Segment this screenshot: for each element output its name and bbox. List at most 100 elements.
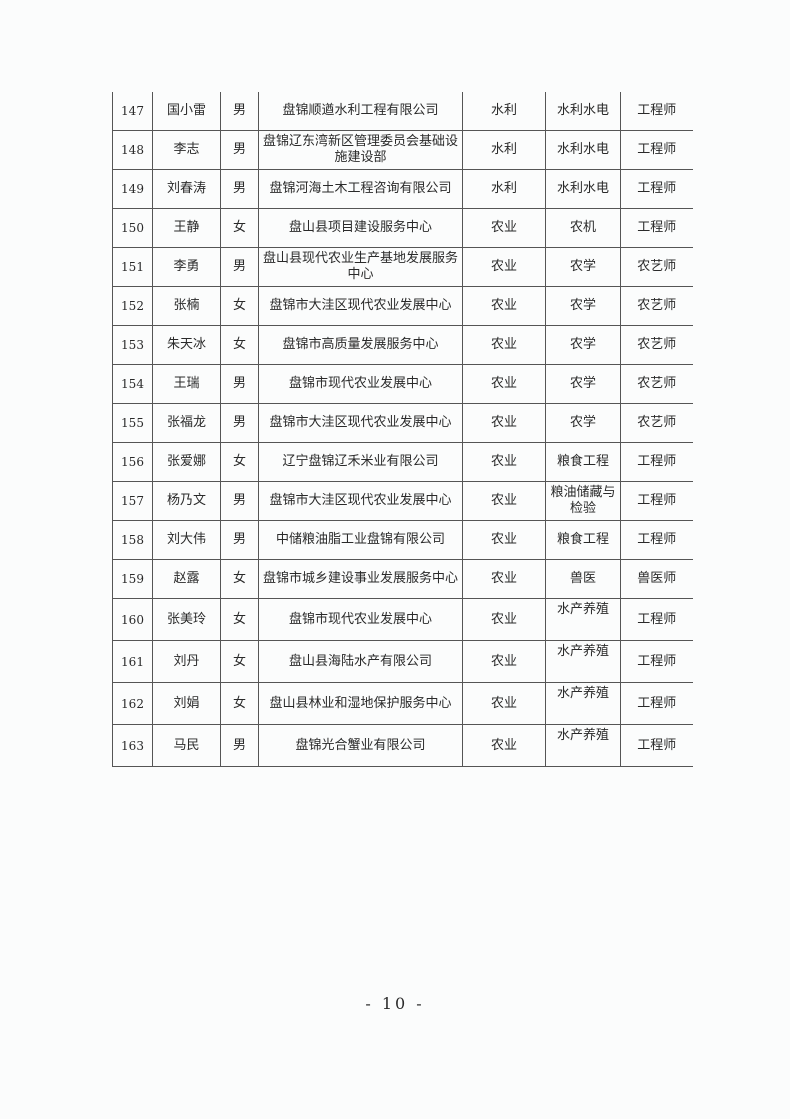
field-cell: 农业 [462,559,546,599]
gender-cell: 女 [220,640,259,683]
table-row: 156 张爱娜女辽宁盘锦辽禾米业有限公司 农业 粮食工程 工程师 [112,442,693,482]
employer-cell: 盘锦市大洼区现代农业发展中心 [258,286,463,326]
title-cell: 兽医师 [620,559,693,599]
row-number-cell: 149 [112,169,153,209]
row-number-cell: 162 [112,682,153,725]
specialty-cell: 农学 [545,286,621,326]
specialty-cell: 粮食工程 [545,520,621,560]
field-cell: 农业 [462,598,546,641]
employer-cell: 盘锦市大洼区现代农业发展中心 [258,481,463,521]
table-row: 163 马民男盘锦光合蟹业有限公司 农业 水产养殖 工程师 [112,724,693,767]
employer-cell: 盘锦市高质量发展服务中心 [258,325,463,365]
table-row: 161 刘丹女盘山县海陆水产有限公司 农业 水产养殖 工程师 [112,640,693,683]
specialty-cell: 水产养殖 [545,724,621,767]
person-name-cell: 刘春涛 [152,169,221,209]
gender-cell: 女 [220,286,259,326]
table-row: 160 张美玲女盘锦市现代农业发展中心 农业 水产养殖 工程师 [112,598,693,641]
title-cell: 农艺师 [620,247,693,287]
row-number-cell: 147 [112,92,153,131]
specialty-cell: 水利水电 [545,92,621,131]
specialty-cell: 兽医 [545,559,621,599]
specialty-cell: 水产养殖 [545,640,621,683]
employer-cell: 盘山县现代农业生产基地发展服务中心 [258,247,463,287]
table-row: 152 张楠女盘锦市大洼区现代农业发展中心 农业 农学 农艺师 [112,286,693,326]
person-name-cell: 刘大伟 [152,520,221,560]
title-cell: 农艺师 [620,286,693,326]
table-row: 157 杨乃文男盘锦市大洼区现代农业发展中心 农业 粮油储藏与检验 工程师 [112,481,693,521]
employer-cell: 盘山县海陆水产有限公司 [258,640,463,683]
person-name-cell: 杨乃文 [152,481,221,521]
row-number-cell: 156 [112,442,153,482]
person-name-cell: 张美玲 [152,598,221,641]
person-name-cell: 李志 [152,130,221,170]
row-number-cell: 159 [112,559,153,599]
title-cell: 工程师 [620,640,693,683]
table-row: 154 王瑞男盘锦市现代农业发展中心 农业 农学 农艺师 [112,364,693,404]
person-name-cell: 朱天冰 [152,325,221,365]
title-cell: 工程师 [620,724,693,767]
field-cell: 农业 [462,247,546,287]
person-name-cell: 刘丹 [152,640,221,683]
gender-cell: 女 [220,559,259,599]
row-number-cell: 163 [112,724,153,767]
row-number-cell: 161 [112,640,153,683]
person-name-cell: 张爱娜 [152,442,221,482]
title-cell: 农艺师 [620,403,693,443]
table-row: 159 赵露女盘锦市城乡建设事业发展服务中心 农业 兽医 兽医师 [112,559,693,599]
employer-cell: 盘锦辽东湾新区管理委员会基础设施建设部 [258,130,463,170]
gender-cell: 男 [220,481,259,521]
field-cell: 农业 [462,682,546,725]
specialty-cell: 水利水电 [545,169,621,209]
table-row: 148 李志男盘锦辽东湾新区管理委员会基础设施建设部 水利 水利水电 工程师 [112,130,693,170]
gender-cell: 男 [220,130,259,170]
specialty-cell: 农学 [545,325,621,365]
person-name-cell: 马民 [152,724,221,767]
gender-cell: 男 [220,364,259,404]
title-cell: 工程师 [620,169,693,209]
gender-cell: 男 [220,169,259,209]
gender-cell: 男 [220,724,259,767]
table-row: 151 李勇男盘山县现代农业生产基地发展服务中心 农业 农学 农艺师 [112,247,693,287]
title-cell: 工程师 [620,92,693,131]
specialty-cell: 农学 [545,403,621,443]
person-name-cell: 赵露 [152,559,221,599]
row-number-cell: 151 [112,247,153,287]
field-cell: 农业 [462,724,546,767]
employer-cell: 盘锦市大洼区现代农业发展中心 [258,403,463,443]
field-cell: 农业 [462,481,546,521]
page-number: - 10 - [365,994,425,1013]
person-name-cell: 张楠 [152,286,221,326]
row-number-cell: 160 [112,598,153,641]
title-cell: 工程师 [620,682,693,725]
personnel-table: 147 国小雷男盘锦顺遒水利工程有限公司 水利 水利水电 工程师 148 李志男盘锦辽东湾新… [112,92,693,767]
field-cell: 农业 [462,403,546,443]
specialty-cell: 水产养殖 [545,598,621,641]
field-cell: 水利 [462,130,546,170]
field-cell: 水利 [462,92,546,131]
gender-cell: 男 [220,247,259,287]
employer-cell: 盘锦河海土木工程咨询有限公司 [258,169,463,209]
field-cell: 农业 [462,208,546,248]
title-cell: 工程师 [620,481,693,521]
table-row: 162 刘娟女盘山县林业和湿地保护服务中心 农业 水产养殖 工程师 [112,682,693,725]
row-number-cell: 155 [112,403,153,443]
gender-cell: 女 [220,682,259,725]
employer-cell: 盘锦市现代农业发展中心 [258,598,463,641]
employer-cell: 盘锦光合蟹业有限公司 [258,724,463,767]
person-name-cell: 李勇 [152,247,221,287]
table-row: 155 张福龙男盘锦市大洼区现代农业发展中心 农业 农学 农艺师 [112,403,693,443]
employer-cell: 盘锦市城乡建设事业发展服务中心 [258,559,463,599]
person-name-cell: 刘娟 [152,682,221,725]
employer-cell: 盘山县林业和湿地保护服务中心 [258,682,463,725]
person-name-cell: 王瑞 [152,364,221,404]
table-body: 147 国小雷男盘锦顺遒水利工程有限公司 水利 水利水电 工程师 148 李志男盘锦辽东湾新… [112,92,693,767]
field-cell: 农业 [462,640,546,683]
specialty-cell: 粮食工程 [545,442,621,482]
row-number-cell: 157 [112,481,153,521]
row-number-cell: 153 [112,325,153,365]
specialty-cell: 水利水电 [545,130,621,170]
table-row: 149 刘春涛男盘锦河海土木工程咨询有限公司 水利 水利水电 工程师 [112,169,693,209]
title-cell: 工程师 [620,130,693,170]
row-number-cell: 154 [112,364,153,404]
table-row: 147 国小雷男盘锦顺遒水利工程有限公司 水利 水利水电 工程师 [112,92,693,131]
